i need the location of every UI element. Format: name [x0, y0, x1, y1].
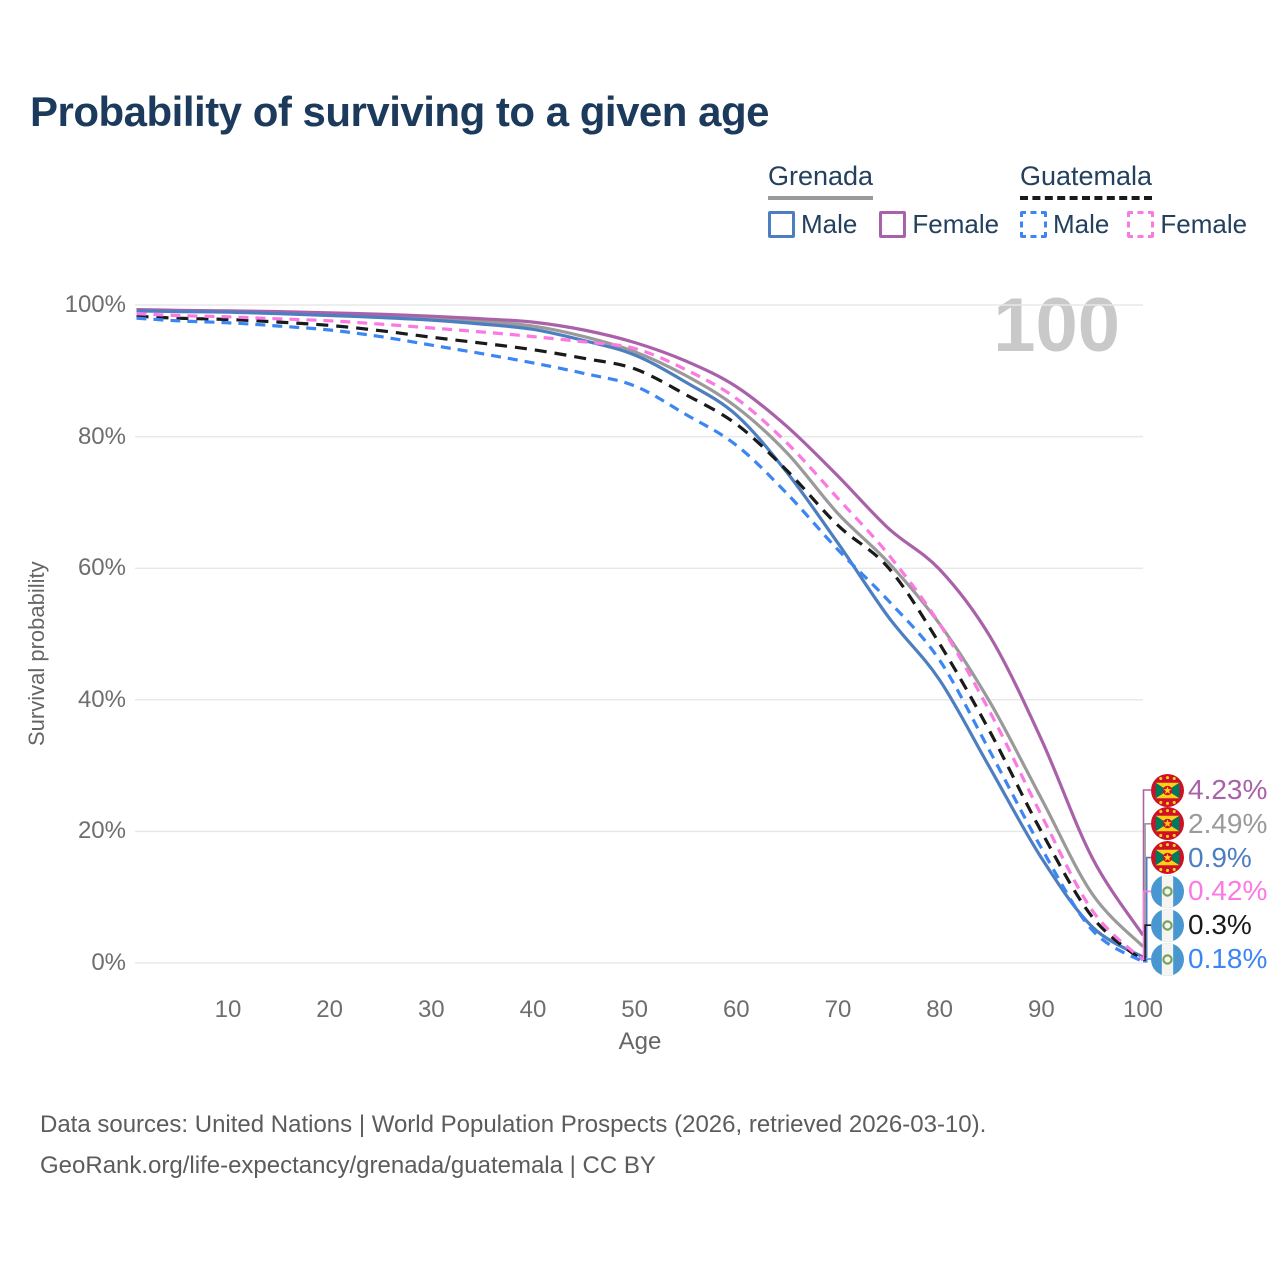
guatemala-flag-icon — [1151, 874, 1184, 908]
x-tick-100: 100 — [1122, 996, 1164, 1023]
grenada-male-swatch-icon — [768, 210, 795, 238]
end-value-guatemala-all: 0.3% — [1188, 909, 1252, 941]
guatemala-male-swatch-icon — [1020, 210, 1047, 238]
x-tick-20: 20 — [316, 996, 343, 1023]
y-tick-100%: 100% — [64, 291, 126, 318]
end-label-guatemala-all: 0.3% — [1151, 908, 1252, 942]
x-tick-50: 50 — [621, 996, 648, 1023]
end-label-grenada-all: 2.49% — [1151, 807, 1267, 841]
guatemala-flag-icon — [1151, 908, 1184, 942]
x-tick-10: 10 — [214, 996, 242, 1023]
x-tick-40: 40 — [519, 996, 547, 1023]
chart-title: Probability of surviving to a given age — [30, 88, 769, 135]
legend-group-grenada: Grenada Male Female — [768, 161, 999, 240]
x-tick-90: 90 — [1027, 996, 1055, 1023]
curve-grenada-male[interactable] — [136, 309, 1144, 959]
y-tick-40%: 40% — [77, 685, 126, 713]
grenada-flag-icon — [1151, 773, 1184, 807]
end-value-grenada-all: 2.49% — [1188, 807, 1268, 839]
footer: Data sources: United Nations | World Pop… — [40, 1104, 986, 1186]
legend-group-guatemala: Guatemala Male Female — [1020, 161, 1247, 240]
legend-item-grenada-male[interactable]: Male — [768, 209, 857, 240]
grenada-female-swatch-icon — [879, 210, 907, 238]
legend-item-guatemala-female[interactable]: Female — [1127, 209, 1247, 240]
curve-guatemala-female[interactable] — [136, 312, 1145, 962]
legend-label-guatemala-female: Female — [1160, 208, 1248, 239]
curve-grenada-all[interactable] — [136, 308, 1145, 948]
curve-grenada-female[interactable] — [136, 308, 1145, 937]
curve-guatemala-male[interactable] — [136, 316, 1144, 964]
end-value-guatemala-female: 0.42% — [1188, 875, 1268, 907]
legend-label-guatemala-male: Male — [1053, 208, 1110, 239]
end-label-guatemala-female: 0.42% — [1151, 874, 1267, 908]
grenada-flag-icon — [1151, 807, 1184, 841]
end-value-grenada-male: 0.9% — [1188, 841, 1252, 873]
legend-item-guatemala-male[interactable]: Male — [1020, 209, 1109, 240]
x-tick-60: 60 — [722, 996, 750, 1023]
x-tick-80: 80 — [926, 996, 953, 1023]
curve-guatemala-all[interactable] — [136, 314, 1145, 963]
legend-country-guatemala[interactable]: Guatemala — [1020, 161, 1153, 200]
legend-label-grenada-female: Female — [912, 208, 1000, 239]
legend-item-grenada-female[interactable]: Female — [879, 209, 999, 240]
end-value-guatemala-male: 0.18% — [1188, 943, 1268, 974]
connector-guatemala-male — [1143, 958, 1151, 963]
end-label-grenada-male: 0.9% — [1151, 841, 1252, 875]
end-label-grenada-female: 4.23% — [1151, 773, 1267, 807]
y-tick-0%: 0% — [91, 949, 126, 976]
end-value-grenada-female: 4.23% — [1188, 774, 1268, 805]
y-tick-80%: 80% — [77, 422, 126, 450]
grenada-flag-icon — [1151, 841, 1184, 875]
x-tick-30: 30 — [417, 996, 445, 1023]
guatemala-flag-icon — [1151, 942, 1184, 976]
x-axis-title: Age — [618, 1028, 662, 1055]
y-tick-20%: 20% — [77, 817, 126, 845]
age-watermark: 100 — [993, 283, 1120, 368]
guatemala-female-swatch-icon — [1127, 210, 1155, 238]
x-tick-70: 70 — [824, 996, 852, 1023]
legend-label-grenada-male: Male — [801, 208, 858, 239]
attribution-line: GeoRank.org/life-expectancy/grenada/guat… — [40, 1152, 656, 1179]
legend-country-grenada[interactable]: Grenada — [768, 161, 874, 200]
y-tick-60%: 60% — [77, 554, 126, 582]
end-label-guatemala-male: 0.18% — [1151, 942, 1267, 976]
data-sources-line: Data sources: United Nations | World Pop… — [40, 1111, 987, 1138]
